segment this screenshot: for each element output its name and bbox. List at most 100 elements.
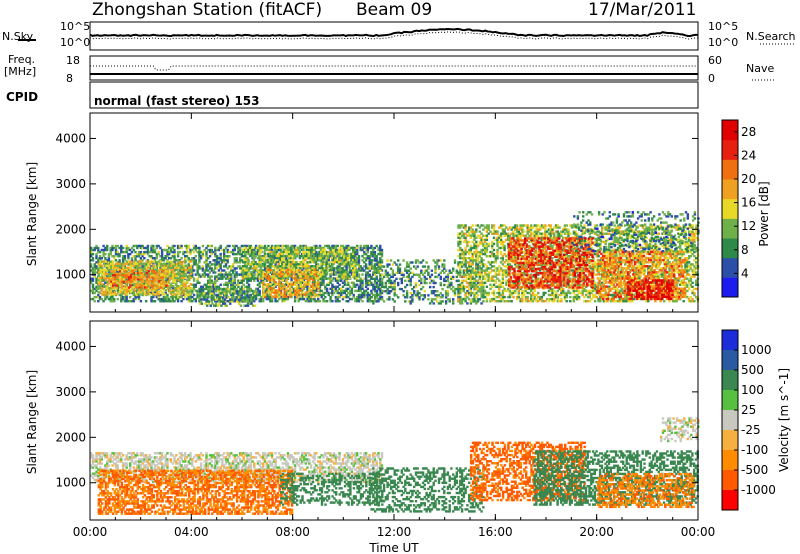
power-echo-cell	[476, 297, 480, 301]
power-echo-cell	[354, 285, 357, 288]
power-echo-cell	[364, 257, 368, 260]
power-echo-cell	[127, 252, 130, 256]
power-echo-cell	[233, 269, 236, 272]
power-echo-cell	[245, 292, 248, 295]
power-echo-cell	[115, 293, 118, 296]
power-echo-cell	[166, 295, 169, 299]
power-echo-cell	[274, 300, 277, 303]
power-echo-cell	[315, 244, 318, 248]
power-echo-cell	[150, 244, 153, 248]
power-echo-cell	[228, 273, 231, 276]
power-echo-cell	[132, 297, 135, 301]
power-echo-cell	[116, 261, 119, 264]
power-echo-cell	[246, 279, 249, 282]
power-echo-cell	[156, 293, 159, 296]
power-echo-cell	[441, 294, 444, 297]
power-echo-cell	[175, 259, 178, 262]
power-echo-cell	[189, 259, 192, 262]
power-echo-cell	[281, 279, 285, 282]
power-echo-cell	[171, 295, 174, 299]
power-echo-cell	[191, 269, 194, 272]
power-echo-cell	[381, 298, 384, 301]
power-echo-cell	[134, 295, 137, 299]
power-echo-cell	[99, 264, 102, 267]
power-echo-cell	[156, 289, 159, 292]
power-echo-cell	[233, 244, 236, 248]
power-echo-cell	[379, 287, 382, 291]
power-echo-cell	[368, 293, 371, 297]
power-echo-cell	[184, 287, 187, 291]
power-echo-cell	[301, 295, 304, 299]
power-echo-cell	[149, 276, 152, 280]
power-echo-cell	[239, 265, 242, 268]
power-echo-cell	[240, 273, 244, 276]
power-echo-cell	[432, 302, 435, 305]
power-echo-cell	[439, 259, 442, 262]
power-echo-cell	[95, 246, 98, 250]
power-echo-cell	[173, 248, 176, 252]
power-echo-cell	[350, 254, 353, 258]
power-echo-cell	[429, 281, 432, 285]
power-echo-cell	[327, 250, 330, 254]
power-echo-cell	[373, 281, 377, 284]
power-echo-cell	[198, 261, 201, 264]
power-echo-cell	[329, 248, 332, 252]
power-echo-cell	[175, 266, 178, 269]
power-echo-cell	[143, 246, 146, 250]
power-echo-cell	[226, 300, 229, 303]
power-echo-cell	[343, 250, 346, 254]
power-echo-cell	[297, 246, 300, 249]
power-echo-cell	[462, 273, 466, 276]
power-echo-cell	[166, 255, 169, 258]
power-echo-cell	[260, 246, 263, 250]
power-echo-cell	[184, 274, 187, 278]
power-echo-cell	[143, 252, 146, 256]
power-echo-cell	[107, 257, 111, 260]
power-echo-cell	[102, 276, 106, 280]
power-echo-cell	[233, 279, 236, 282]
power-echo-cell	[115, 262, 118, 265]
power-echo-cell	[317, 295, 320, 298]
power-echo-cell	[137, 244, 141, 248]
power-echo-cell	[324, 255, 327, 258]
power-echo-cell	[102, 252, 105, 256]
power-echo-cell	[393, 290, 396, 293]
power-echo-cell	[380, 248, 384, 252]
power-echo-cell	[327, 244, 330, 248]
power-echo-cell	[363, 261, 366, 264]
power-echo-cell	[101, 264, 104, 267]
power-echo-cell	[110, 266, 113, 269]
power-echo-cell	[185, 250, 189, 254]
power-echo-cell	[228, 277, 231, 280]
power-echo-cell	[223, 248, 226, 252]
power-echo-cell	[133, 260, 136, 263]
power-echo-cell	[214, 267, 217, 270]
power-echo-cell	[368, 246, 371, 250]
power-echo-cell	[219, 246, 222, 250]
power-echo-cell	[163, 276, 166, 280]
power-echo-cell	[164, 279, 167, 282]
power-echo-cell	[141, 272, 145, 276]
power-echo-cell	[150, 250, 153, 254]
power-echo-cell	[361, 279, 364, 282]
power-echo-cell	[211, 290, 214, 293]
power-echo-cell	[208, 250, 212, 254]
power-echo-cell	[108, 280, 111, 284]
power-echo-cell	[93, 271, 96, 274]
power-echo-cell	[258, 285, 261, 288]
power-echo-cell	[91, 252, 95, 256]
power-echo-cell	[368, 275, 371, 278]
power-echo-cell	[114, 259, 118, 262]
power-echo-cell	[177, 287, 180, 290]
power-echo-cell	[130, 257, 134, 260]
power-echo-cell	[214, 298, 218, 301]
power-echo-cell	[215, 257, 219, 260]
power-echo-cell	[223, 298, 227, 301]
power-echo-cell	[264, 293, 267, 296]
power-echo-cell	[368, 265, 372, 268]
power-echo-cell	[345, 252, 348, 256]
power-echo-cell	[235, 257, 238, 260]
power-echo-cell	[343, 289, 346, 293]
power-echo-cell	[214, 252, 217, 256]
nsearch-tick-low: 10^0	[708, 36, 739, 49]
